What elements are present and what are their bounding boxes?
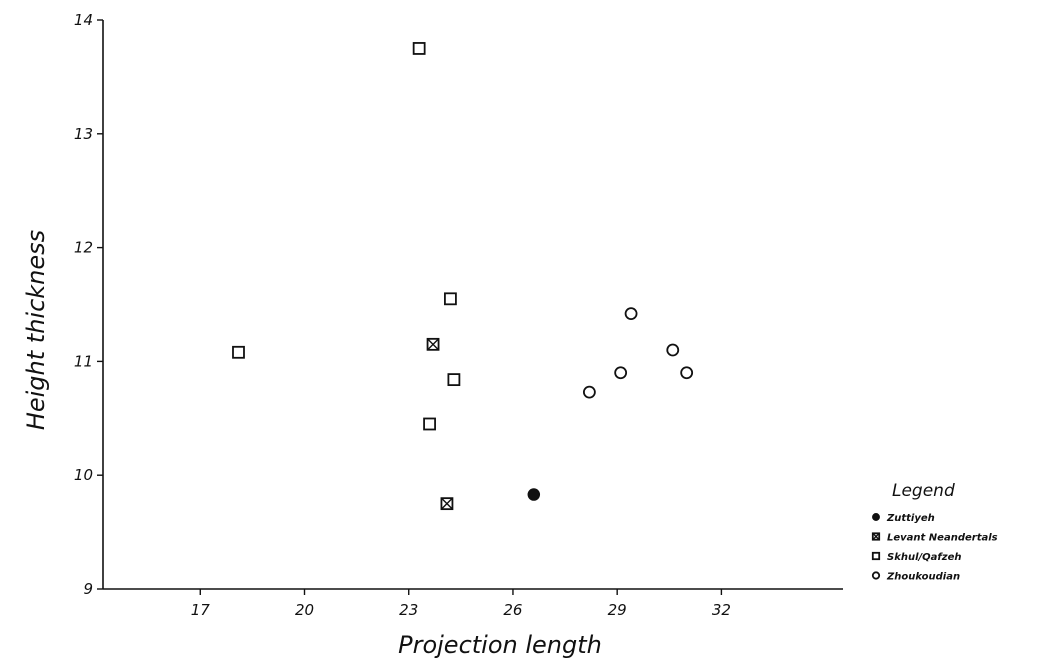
legend-label: Zuttiyeh <box>886 513 935 524</box>
legend-items: Zuttiyeh Levant Neandertals Skhul/Qafzeh Zh… <box>871 513 998 583</box>
y-tick-label: 11 <box>74 352 93 370</box>
legend-title: Legend <box>892 481 955 501</box>
y-tick-label: 12 <box>74 239 93 257</box>
legend-marker <box>871 551 881 561</box>
legend-label: Skhul/Qafzeh <box>887 552 962 563</box>
data-point <box>444 292 457 306</box>
legend-marker <box>871 532 881 541</box>
data-point <box>423 417 436 431</box>
legend-label: Zhoukoudian <box>886 572 960 583</box>
x-tick-label: 23 <box>399 601 418 619</box>
axes <box>102 20 843 590</box>
data-point <box>426 337 440 351</box>
x-axis-title: Projection length <box>398 631 602 659</box>
data-point <box>582 385 596 399</box>
data-point <box>614 366 628 380</box>
legend-item: Skhul/Qafzeh <box>871 551 962 563</box>
x-tick-label: 29 <box>608 601 627 619</box>
data-point <box>680 366 694 380</box>
x-tick-label: 17 <box>191 601 211 619</box>
legend-item: Zhoukoudian <box>871 571 960 583</box>
y-axis-ticks: 9 10 11 12 13 14 <box>74 11 103 598</box>
x-axis-ticks: 17 20 23 26 29 32 <box>191 589 731 619</box>
legend-marker <box>871 571 881 580</box>
legend-label: Levant Neandertals <box>887 533 998 544</box>
data-point <box>447 373 461 387</box>
y-tick-label: 10 <box>74 466 93 484</box>
legend-marker <box>872 513 880 521</box>
data-points <box>232 42 694 511</box>
y-tick-label: 13 <box>74 125 93 143</box>
legend-item: Zuttiyeh <box>872 513 935 524</box>
data-point <box>440 497 454 511</box>
data-point <box>527 488 541 501</box>
x-tick-label: 26 <box>503 601 522 619</box>
y-axis-title: Height thickness <box>22 230 50 430</box>
y-tick-label: 14 <box>74 11 93 29</box>
data-point <box>666 343 680 357</box>
legend: Legend Zuttiyeh Levant Neandertals Skhul/Q… <box>871 481 998 583</box>
x-tick-label: 32 <box>712 601 731 619</box>
data-point <box>232 345 245 359</box>
y-tick-label: 9 <box>83 580 93 598</box>
x-tick-label: 20 <box>295 601 314 619</box>
legend-item: Levant Neandertals <box>871 532 998 544</box>
data-point <box>624 307 638 321</box>
data-point <box>412 42 426 55</box>
